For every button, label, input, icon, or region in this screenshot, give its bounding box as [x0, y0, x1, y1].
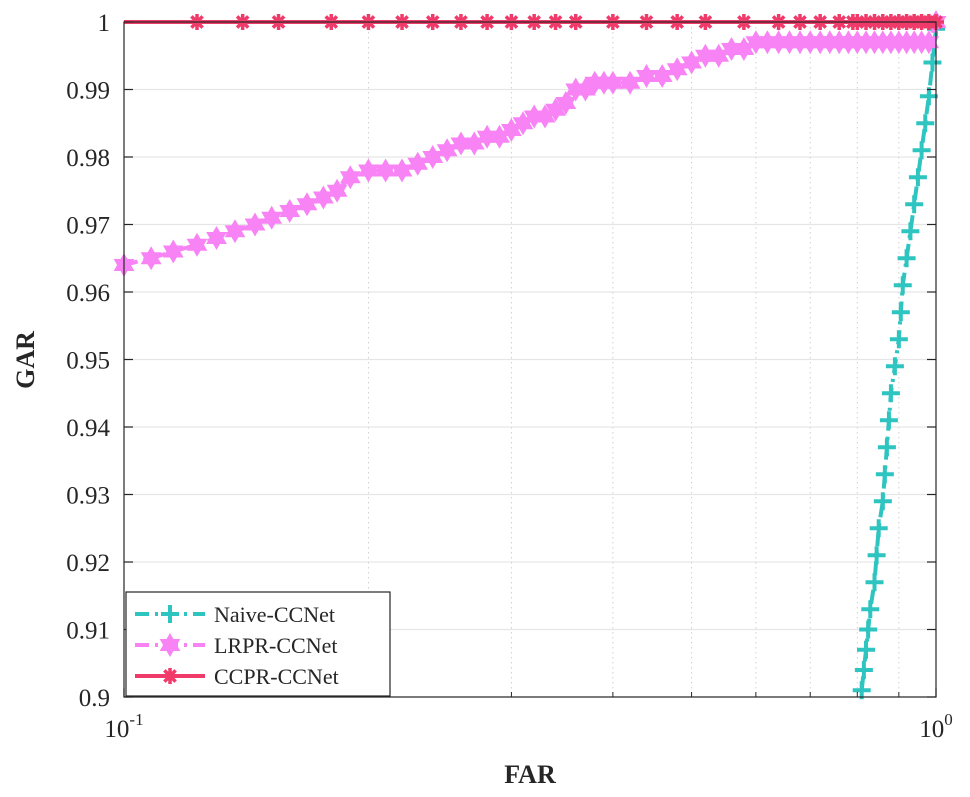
data-point — [602, 70, 624, 95]
y-tick-label: 0.96 — [66, 280, 110, 307]
legend: Naive-CCNet LRPR-CCNet CCPR-CCNet — [125, 591, 391, 697]
y-tick-label: 0.95 — [66, 348, 110, 375]
data-point — [912, 141, 931, 160]
series-naive-ccnet — [852, 19, 945, 700]
data-point — [619, 70, 641, 95]
data-point — [877, 438, 896, 457]
y-tick-label: 0.9 — [79, 685, 110, 712]
data-point — [358, 158, 379, 183]
data-point — [919, 87, 938, 106]
series-layer — [113, 9, 947, 700]
data-point — [695, 43, 716, 68]
legend-marker — [162, 668, 178, 684]
data-point — [873, 492, 892, 511]
series-lrpr-ccnet — [113, 9, 947, 278]
data-point — [162, 239, 184, 264]
legend-entry: Naive-CCNet — [135, 602, 335, 627]
data-point — [407, 151, 429, 176]
legend-marker — [161, 605, 179, 623]
y-tick-label: 1 — [98, 10, 111, 37]
legend-label: LRPR-CCNet — [214, 633, 337, 658]
data-point — [279, 199, 301, 223]
data-point — [857, 640, 876, 659]
y-tick-label: 0.97 — [66, 213, 110, 240]
data-point — [186, 232, 208, 257]
data-point — [859, 620, 878, 639]
data-point — [893, 276, 912, 295]
data-point — [224, 219, 246, 244]
data-point — [651, 64, 673, 88]
data-point — [555, 90, 577, 116]
y-tick-label: 0.98 — [66, 145, 110, 172]
data-point — [889, 330, 908, 349]
x-axis-label: FAR — [504, 760, 556, 789]
data-point — [854, 661, 873, 679]
y-tick-label: 0.93 — [66, 483, 110, 510]
data-point — [391, 158, 413, 183]
data-point — [206, 225, 227, 251]
legend-entry: CCPR-CCNet — [135, 664, 339, 689]
data-point — [897, 249, 916, 268]
data-point — [916, 114, 935, 133]
y-tick-label: 0.92 — [66, 550, 110, 577]
series-line — [859, 28, 938, 691]
data-point — [865, 573, 884, 592]
x-tick-label: 100 — [919, 710, 953, 743]
data-point — [905, 195, 924, 214]
legend-entry: LRPR-CCNet — [135, 632, 337, 658]
data-point — [881, 384, 900, 403]
data-point — [869, 519, 888, 538]
data-point — [375, 158, 397, 183]
data-point — [852, 681, 871, 700]
data-point — [867, 546, 886, 565]
data-point — [140, 246, 162, 271]
data-point — [244, 212, 266, 237]
data-point — [875, 465, 894, 484]
data-point — [918, 30, 940, 55]
data-point — [326, 178, 348, 203]
data-point — [296, 192, 318, 217]
data-point — [636, 63, 657, 89]
tick-layer: 0.9 0.91 0.92 0.93 0.94 0.95 0.96 0.97 0.98 0.99 1… — [66, 10, 953, 743]
data-point — [923, 53, 942, 72]
data-point — [861, 600, 880, 619]
data-point — [891, 303, 910, 322]
legend-marker — [159, 632, 181, 658]
data-point — [885, 357, 904, 376]
data-point — [339, 165, 361, 190]
y-tick-label: 0.94 — [66, 415, 110, 442]
legend-label: CCPR-CCNet — [214, 664, 339, 689]
data-point — [901, 222, 920, 241]
legend-label: Naive-CCNet — [214, 602, 335, 627]
y-tick-label: 0.99 — [66, 78, 110, 105]
y-tick-label: 0.91 — [66, 618, 110, 645]
data-point — [908, 168, 927, 187]
data-point — [261, 205, 283, 230]
x-tick-label: 10-1 — [104, 710, 143, 743]
y-axis-label: GAR — [11, 331, 40, 389]
data-point — [879, 411, 898, 430]
